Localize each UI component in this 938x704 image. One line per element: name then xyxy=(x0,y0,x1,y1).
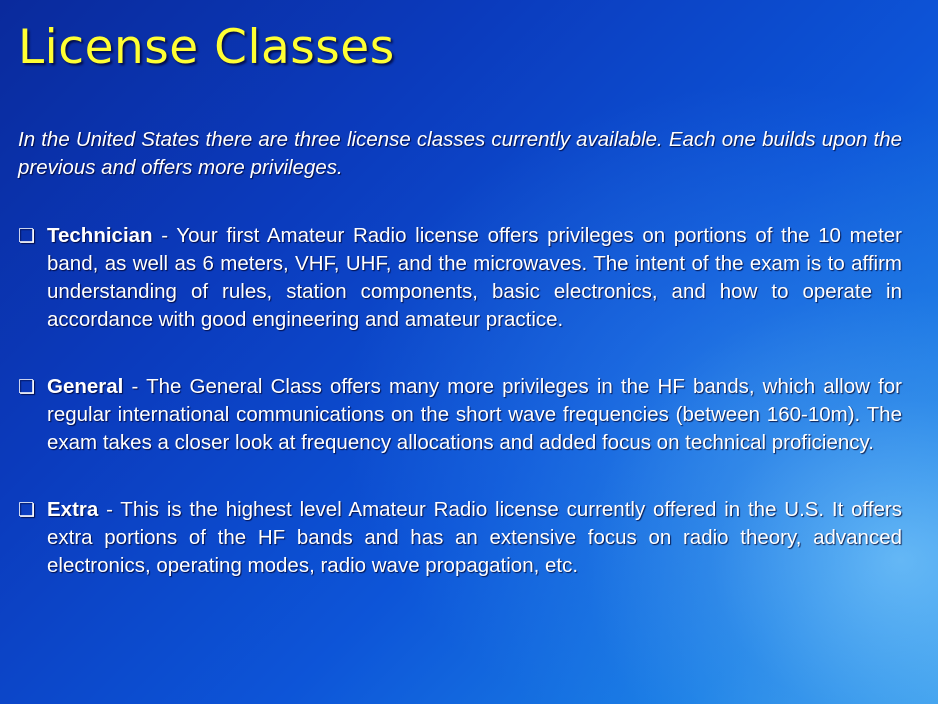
license-description: - This is the highest level Amateur Radi… xyxy=(47,497,902,578)
checkbox-bullet-icon: ❏ xyxy=(18,498,36,521)
license-name: Extra xyxy=(47,497,99,521)
license-item-general: ❏ General - The General Class offers many… xyxy=(18,373,902,458)
intro-paragraph: In the United States there are three lic… xyxy=(18,128,902,180)
license-item-technician: ❏ Technician - Your first Amateur Radio l… xyxy=(18,222,902,335)
checkbox-bullet-icon: ❏ xyxy=(18,224,36,247)
license-description: - The General Class offers many more pri… xyxy=(47,374,902,455)
license-description: - Your first Amateur Radio license offer… xyxy=(47,223,902,332)
license-name: Technician xyxy=(47,223,153,247)
license-item-extra: ❏ Extra - This is the highest level Amate… xyxy=(18,496,902,581)
slide-title: License Classes xyxy=(18,20,395,75)
license-name: General xyxy=(47,374,124,398)
checkbox-bullet-icon: ❏ xyxy=(18,375,36,398)
slide-body: In the United States there are three lic… xyxy=(18,126,902,581)
